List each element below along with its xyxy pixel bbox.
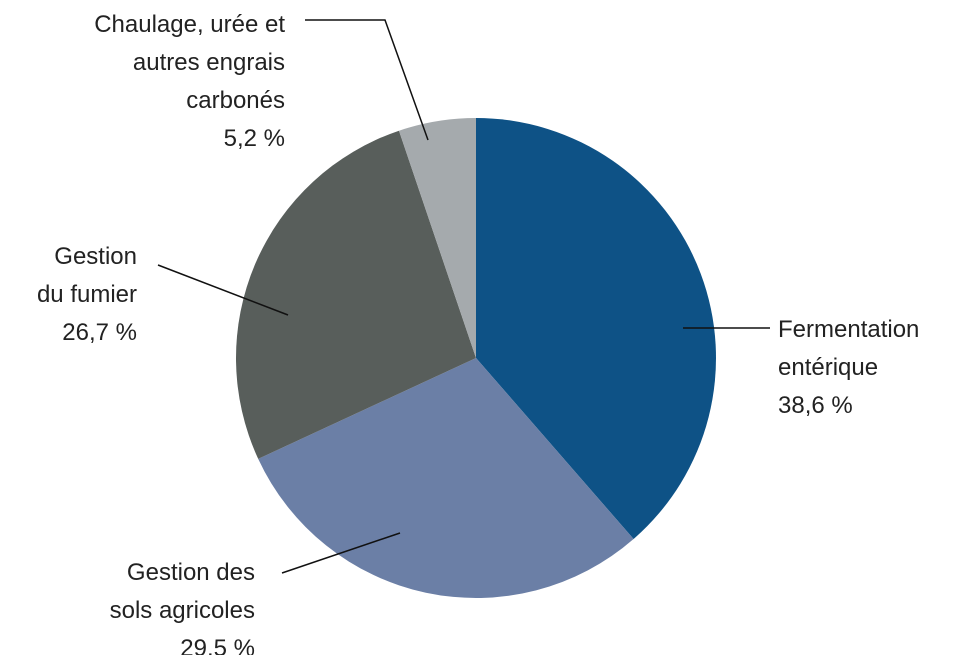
slice-label: Gestion des sols agricoles 29.5 % xyxy=(110,554,255,655)
leader-line xyxy=(157,264,289,316)
category-label: Chaulage, urée et autres engrais carboné… xyxy=(94,11,285,114)
category-label: Gestion du fumier xyxy=(36,243,137,308)
value-label: 29.5 % xyxy=(180,635,255,655)
leader-line xyxy=(305,19,429,141)
pie-slice xyxy=(398,118,476,358)
slice-label: Chaulage, urée et autres engrais carboné… xyxy=(94,6,285,158)
pie-slice xyxy=(258,358,634,599)
category-label: Gestion des sols agricoles xyxy=(109,559,255,624)
value-label: 38,6 % xyxy=(778,392,853,419)
category-label: Fermentation entérique xyxy=(778,316,920,381)
leader-line xyxy=(281,532,401,574)
value-label: 26,7 % xyxy=(62,319,137,346)
pie-slice xyxy=(476,118,717,540)
slice-label: Fermentation entérique 38,6 % xyxy=(778,311,919,425)
pie-slice xyxy=(236,130,476,459)
slice-label: Gestion du fumier 26,7 % xyxy=(37,238,137,352)
value-label: 5,2 % xyxy=(223,125,285,152)
